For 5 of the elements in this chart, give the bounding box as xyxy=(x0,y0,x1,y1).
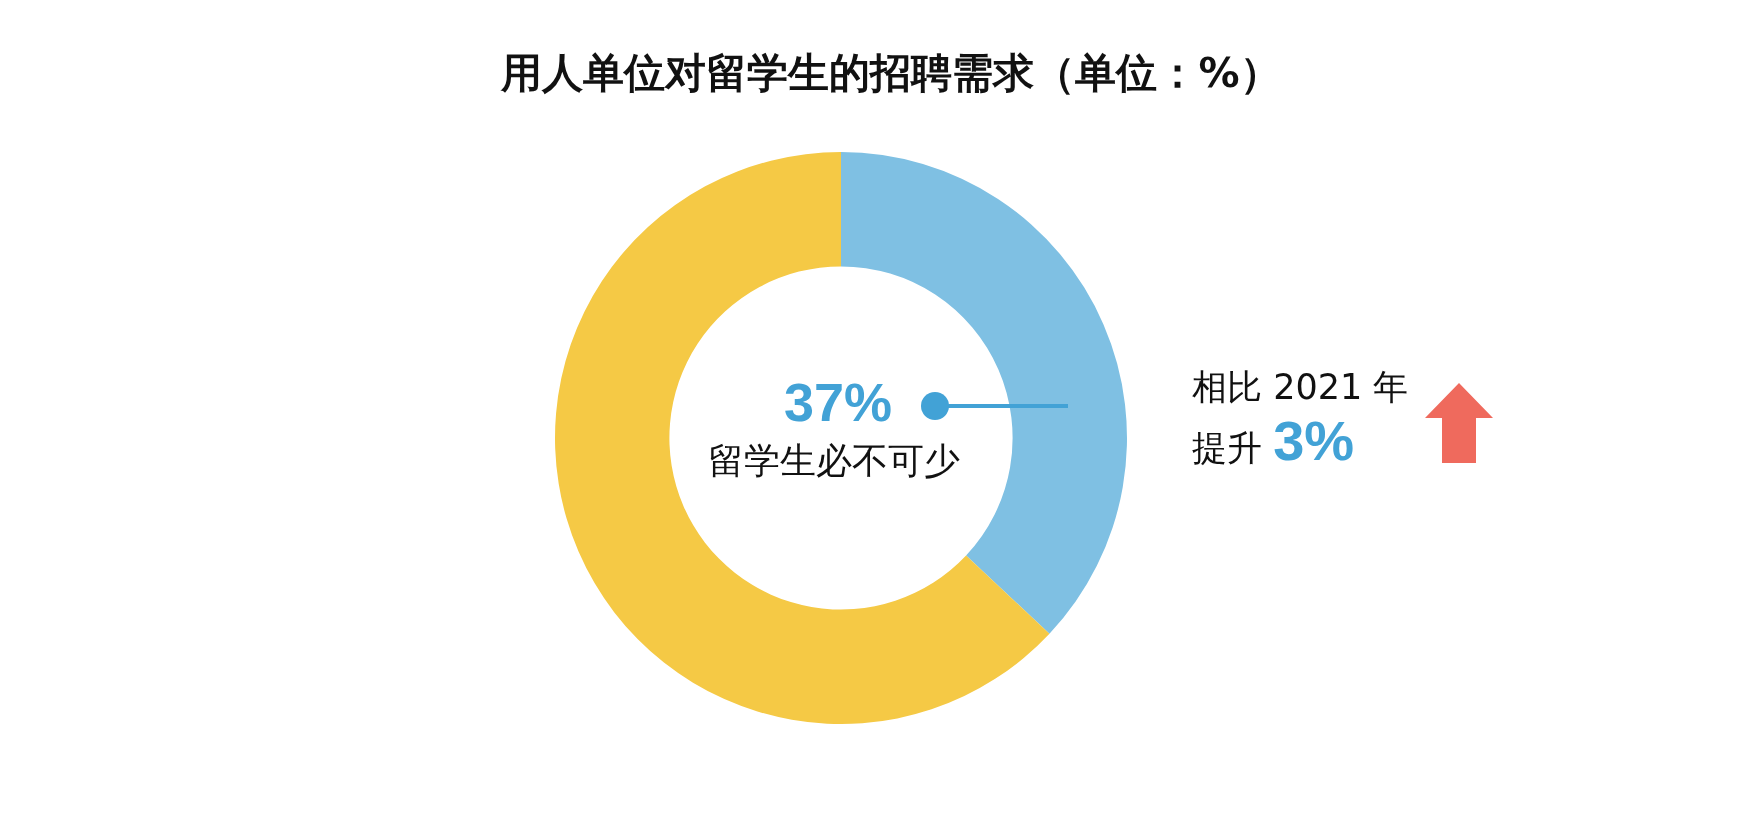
data-label: 37% xyxy=(783,371,893,432)
text: 提升 3% xyxy=(1192,409,1356,472)
slice-label: 留学生必不可少 xyxy=(708,440,960,482)
text: 相比 2021 年 xyxy=(1192,367,1409,407)
chart-title: 用人单位对留学生的招聘需求（单位：%） xyxy=(500,48,1281,97)
